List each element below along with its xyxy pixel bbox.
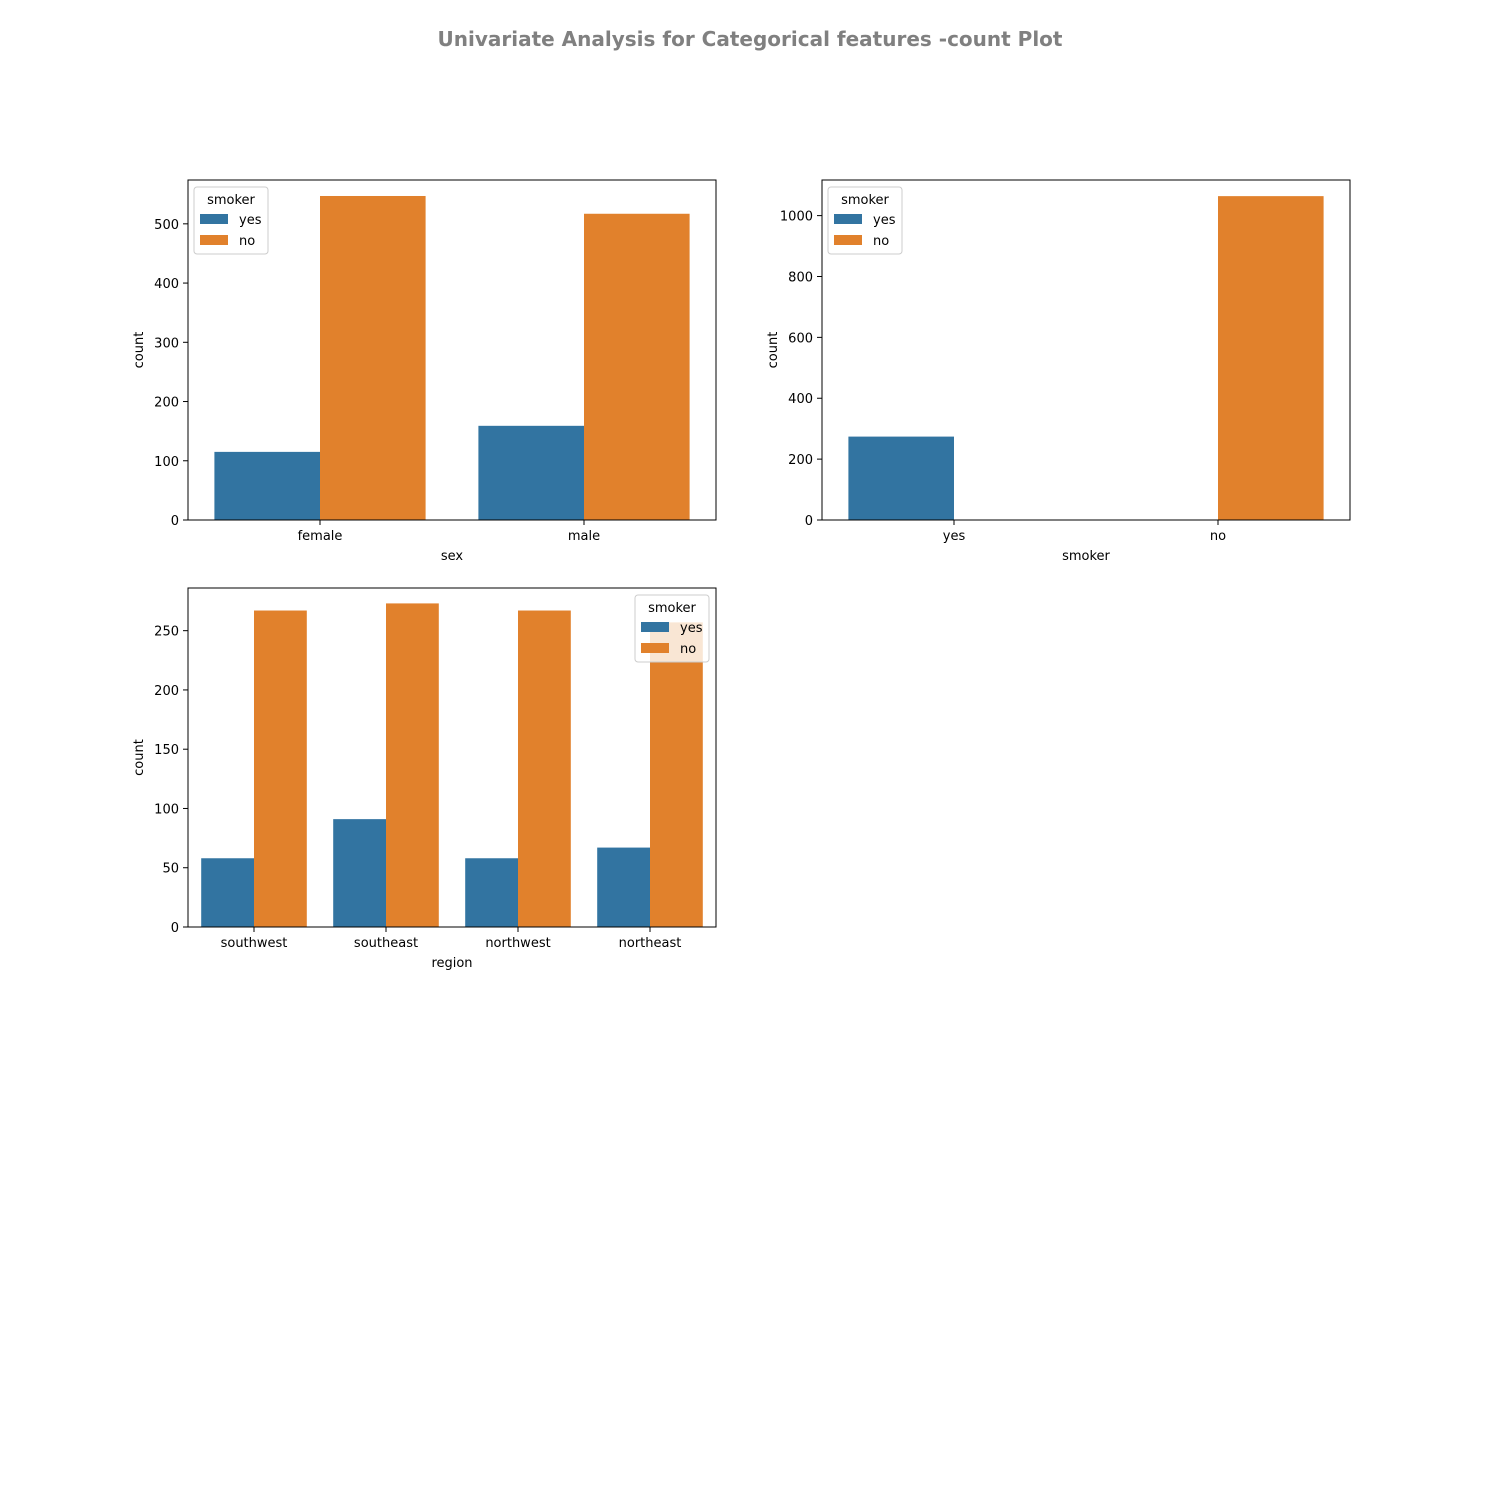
x-tick-label: female [298,529,343,544]
y-tick-label: 200 [154,396,179,411]
legend-swatch-yes [200,214,228,224]
legend-title: smoker [207,193,255,208]
bar-yes-northeast [597,847,650,927]
y-tick-label: 50 [162,862,179,877]
legend-swatch-yes [641,622,669,632]
bar-yes-southwest [201,858,254,927]
axes-frame [187,179,717,521]
legend-label-yes: yes [239,213,262,228]
bar-no-southeast [386,603,439,927]
bar-no-male [584,213,690,520]
subplot-3: 0 50 100 150 200 250 southwest southeast northwe… [132,587,717,971]
y-tick-label: 1000 [780,210,813,225]
legend: smoker yes no [193,186,269,255]
y-tick-label: 250 [154,625,179,640]
bar-yes-male [478,425,584,520]
y-tick-label: 200 [154,684,179,699]
bar-yes-southeast [333,819,386,927]
x-axis-label: smoker [1062,549,1110,564]
bar-yes-yes [848,436,954,520]
x-tick-label: northeast [619,936,682,951]
legend: smoker yes no [634,594,710,663]
y-tick-label: 600 [788,331,813,346]
legend-title: smoker [648,601,696,616]
legend-label-no: no [873,234,889,249]
x-tick-label: southwest [221,936,288,951]
y-tick-label: 300 [154,336,179,351]
y-tick-label: 0 [805,514,813,529]
y-tick-label: 100 [154,802,179,817]
x-tick-label: male [568,529,600,544]
bar-no-northeast [650,622,703,927]
bar-no-no [1218,196,1324,520]
y-axis-label: count [132,332,147,369]
legend-swatch-no [200,235,228,245]
x-tick-label: yes [943,529,966,544]
bar-no-northwest [518,610,571,927]
legend-label-no: no [239,234,255,249]
y-tick-label: 400 [788,392,813,407]
axes-frame [821,179,1351,521]
x-tick-label: southeast [354,936,418,951]
y-tick-label: 400 [154,277,179,292]
figure-title: Univariate Analysis for Categorical feat… [438,27,1063,51]
legend-swatch-no [641,643,669,653]
y-axis-label: count [766,332,781,369]
y-tick-label: 0 [171,514,179,529]
bar-no-female [320,195,426,520]
legend-label-yes: yes [873,213,896,228]
legend-title: smoker [841,193,889,208]
x-tick-label: no [1210,529,1226,544]
y-tick-label: 800 [788,270,813,285]
subplot-1: 0 100 200 300 400 500 female male sex count smoker… [132,179,717,564]
legend-swatch-yes [834,214,862,224]
legend-label-yes: yes [680,621,703,636]
bar-yes-northwest [465,858,518,927]
y-tick-label: 100 [154,455,179,470]
y-tick-label: 150 [154,743,179,758]
subplot-2: 0 200 400 600 800 1000 yes no smoker count smoker y… [766,179,1351,564]
axes-frame [187,587,717,928]
y-tick-label: 200 [788,453,813,468]
x-tick-label: northwest [485,936,550,951]
legend-label-no: no [680,642,696,657]
y-axis-label: count [132,739,147,776]
y-tick-label: 500 [154,218,179,233]
bar-yes-female [214,451,320,520]
legend-swatch-no [834,235,862,245]
x-axis-label: sex [441,549,464,564]
y-tick-label: 0 [171,921,179,936]
bar-no-southwest [254,610,307,927]
x-axis-label: region [431,956,472,971]
legend: smoker yes no [827,186,903,255]
